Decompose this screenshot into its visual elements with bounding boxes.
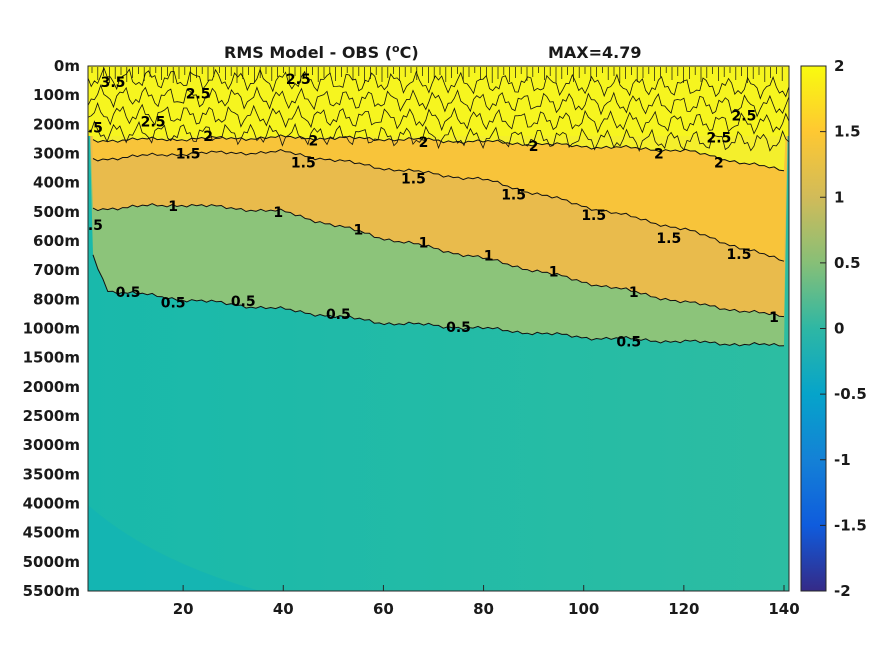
contour-label: 1.5: [656, 231, 681, 247]
x-tick-label: 100: [568, 600, 599, 618]
x-tick-label: 60: [373, 600, 394, 618]
y-tick-label: 3500m: [23, 465, 80, 483]
y-tick-label: 5000m: [23, 553, 80, 571]
colorbar-tick-label: 0.5: [834, 254, 861, 272]
surface-contour-noise: [88, 66, 789, 153]
contour-label: 2.5: [141, 114, 166, 130]
contour-label: 1.5: [291, 155, 316, 171]
contour-label: 0.5: [326, 307, 351, 323]
y-tick-label: 5500m: [23, 582, 80, 600]
contour-line: [92, 134, 785, 172]
surface-contour: [88, 84, 789, 118]
surface-contour: [88, 101, 789, 135]
contour-label: 1: [484, 249, 494, 265]
y-tick-label: 4000m: [23, 495, 80, 513]
contour-line: [92, 148, 785, 262]
contour-label: 1: [419, 235, 429, 251]
contour-label: 1.5: [401, 171, 426, 187]
contour-label: 2: [714, 155, 724, 171]
colorbar-tick-label: -2: [834, 582, 851, 600]
x-tick-label: 80: [473, 600, 494, 618]
colorbar-tick-label: 0: [834, 320, 844, 338]
y-tick-label: 2500m: [23, 407, 80, 425]
contour-label: 1.5: [78, 120, 103, 136]
contour-label: 1.5: [501, 187, 526, 203]
max-label: MAX=4.79: [548, 43, 642, 62]
colorbar-tick-label: -1.5: [834, 516, 867, 534]
contour-label: 1: [629, 285, 639, 301]
x-tick-label: 120: [668, 600, 699, 618]
contour-labels: 1.5 1.5 1.5 1.5 1.5 1.5 1.5 1 1 1 1 1 1 1 1 0.5 0.5 0.5 0.…: [78, 72, 779, 351]
contour-label: 1.5: [176, 147, 201, 163]
contour-label: 0.5: [161, 295, 186, 311]
contour-label: 0.5: [78, 218, 103, 234]
contour-line: [92, 203, 785, 318]
contour-label: 1.5: [727, 247, 752, 263]
contour-label: 2.5: [286, 72, 311, 88]
surface-contour: [88, 66, 789, 100]
contour-label: 2: [419, 135, 429, 151]
y-tick-label: 2000m: [23, 378, 80, 396]
contour-label: 2: [308, 133, 318, 149]
y-tick-label: 600m: [33, 232, 80, 250]
y-tick-label: 0m: [54, 57, 80, 75]
colorbar-ticks: 2 1.5 1 0.5 0 -0.5 -1 -1.5 -2: [820, 57, 867, 600]
y-tick-label: 300m: [33, 145, 80, 163]
deep-corner: [88, 505, 260, 591]
contour-label: 0.5: [116, 285, 141, 301]
y-tick-label: 4500m: [23, 524, 80, 542]
y-axis-depth-labels: 0m 100m 200m 300m 400m 500m 600m 700m 800m 1000m 1…: [23, 57, 80, 600]
y-tick-label: 400m: [33, 174, 80, 192]
contour-label: 1: [549, 265, 559, 281]
contour-label: 0.5: [616, 335, 641, 351]
contour-label: 1.5: [581, 208, 606, 224]
x-tick-label: 140: [768, 600, 799, 618]
contour-label: 2.5: [706, 130, 731, 146]
surface-contour: [88, 120, 789, 153]
contour-label: 2.5: [732, 109, 757, 125]
contour-label: 2.5: [186, 87, 211, 103]
chart-title: RMS Model - OBS (oC): [224, 42, 419, 62]
y-tick-label: 100m: [33, 86, 80, 104]
y-tick-label: 200m: [33, 115, 80, 133]
x-tick-label: 20: [173, 600, 194, 618]
colorbar-tick-label: 1.5: [834, 123, 861, 141]
contour-label: 1: [273, 205, 283, 221]
plot-area: 1.5 1.5 1.5 1.5 1.5 1.5 1.5 1 1 1 1 1 1 1 1 0.5 0.5 0.5 0.…: [78, 66, 789, 591]
contour-label: 2: [654, 147, 664, 163]
contour-label: 2: [203, 129, 213, 145]
contour-lines: [92, 134, 785, 347]
colorbar-tick-label: 2: [834, 57, 844, 75]
plot-frame: [87, 65, 790, 592]
contour-label: 2: [529, 139, 539, 155]
colorbar-tick-label: 1: [834, 188, 844, 206]
contour-label: 1: [354, 222, 364, 238]
y-tick-label: 3000m: [23, 436, 80, 454]
contour-label: 1: [769, 310, 779, 326]
colorbar-tick-label: -1: [834, 451, 851, 469]
contour-label: 0.5: [231, 294, 256, 310]
y-tick-label: 1500m: [23, 349, 80, 367]
colorbar-tick-label: -0.5: [834, 385, 867, 403]
y-tick-label: 800m: [33, 290, 80, 308]
contour-label: 3.5: [101, 75, 126, 91]
x-axis-tick-labels: 20 40 60 80 100 120 140: [173, 585, 800, 618]
y-tick-label: 1000m: [23, 320, 80, 338]
contour-label: 0.5: [446, 320, 471, 336]
y-tick-label: 700m: [33, 261, 80, 279]
contour-label: 1: [168, 199, 178, 215]
y-tick-label: 500m: [33, 203, 80, 221]
contour-line: [92, 254, 785, 347]
x-tick-label: 40: [273, 600, 294, 618]
